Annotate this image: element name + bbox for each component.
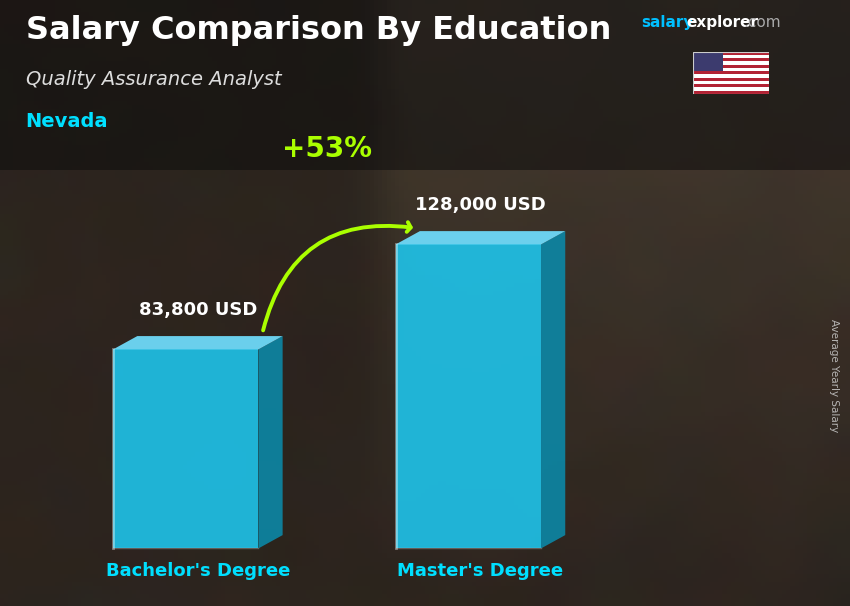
Bar: [693, 91, 769, 94]
Text: 83,800 USD: 83,800 USD: [139, 301, 257, 319]
Text: explorer: explorer: [686, 15, 758, 30]
Bar: [693, 52, 769, 55]
Bar: [693, 78, 769, 81]
Bar: [0, 0, 850, 170]
Polygon shape: [395, 231, 565, 244]
Bar: [693, 55, 769, 58]
Bar: [693, 81, 769, 84]
Text: salary: salary: [642, 15, 694, 30]
Bar: [693, 58, 769, 61]
Bar: [693, 61, 769, 65]
Text: .com: .com: [743, 15, 780, 30]
Text: Nevada: Nevada: [26, 112, 108, 131]
Bar: [693, 65, 769, 68]
Bar: [693, 71, 769, 75]
Bar: [693, 75, 769, 78]
Text: Master's Degree: Master's Degree: [398, 562, 564, 580]
Bar: [693, 52, 723, 71]
Text: Salary Comparison By Education: Salary Comparison By Education: [26, 15, 611, 46]
Bar: [693, 84, 769, 87]
Text: +53%: +53%: [282, 135, 372, 163]
Bar: [693, 68, 769, 71]
Text: 128,000 USD: 128,000 USD: [415, 196, 546, 214]
Polygon shape: [541, 231, 565, 548]
Polygon shape: [258, 336, 282, 548]
Text: Average Yearly Salary: Average Yearly Salary: [829, 319, 839, 432]
Polygon shape: [113, 350, 258, 548]
Text: Bachelor's Degree: Bachelor's Degree: [105, 562, 290, 580]
Text: Quality Assurance Analyst: Quality Assurance Analyst: [26, 70, 281, 88]
Polygon shape: [113, 336, 282, 350]
Polygon shape: [395, 244, 541, 548]
Bar: [693, 87, 769, 91]
